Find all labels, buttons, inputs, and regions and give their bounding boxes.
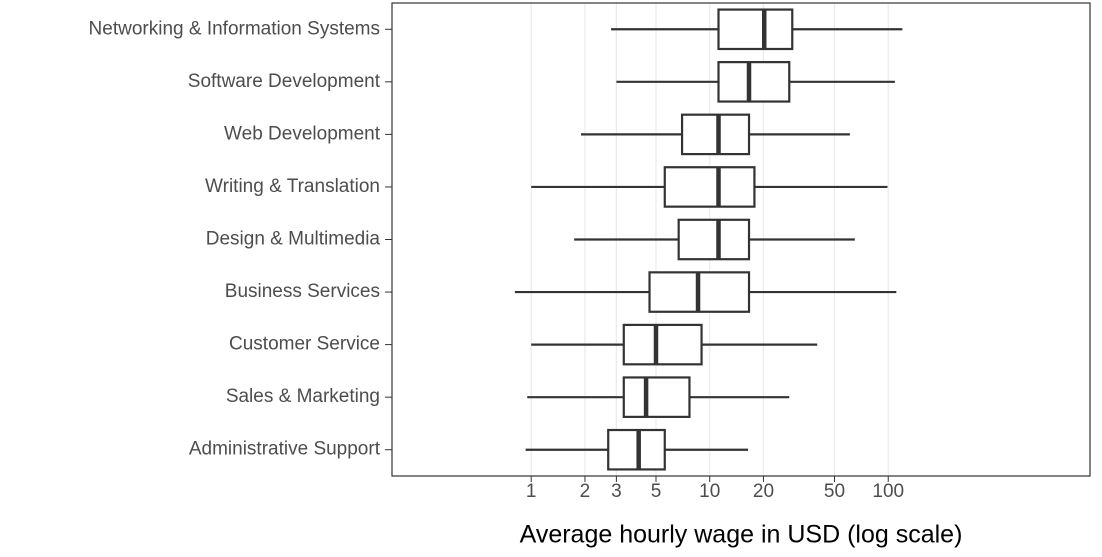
y-tick-label: Sales & Marketing bbox=[226, 386, 380, 407]
x-axis-label: Average hourly wage in USD (log scale) bbox=[520, 521, 963, 549]
box bbox=[677, 218, 751, 261]
x-tick-label: 100 bbox=[872, 481, 904, 502]
box bbox=[622, 323, 703, 366]
y-tick-label: Administrative Support bbox=[189, 439, 381, 460]
y-tick-label: Business Services bbox=[225, 281, 380, 302]
x-tick-label: 2 bbox=[580, 481, 591, 502]
y-tick-label: Software Development bbox=[188, 71, 381, 92]
x-tick-label: 5 bbox=[651, 481, 662, 502]
box bbox=[663, 166, 756, 208]
box bbox=[717, 61, 791, 103]
y-tick-label: Networking & Information Systems bbox=[89, 18, 380, 39]
x-tick-label: 10 bbox=[699, 481, 720, 502]
y-tick-label: Writing & Translation bbox=[205, 176, 380, 197]
x-tick-label: 50 bbox=[824, 481, 845, 502]
x-tick-label: 3 bbox=[611, 481, 622, 502]
box bbox=[717, 8, 794, 51]
box bbox=[622, 376, 691, 418]
box bbox=[680, 113, 751, 156]
x-tick-label: 1 bbox=[526, 481, 537, 502]
y-tick-label: Web Development bbox=[224, 123, 381, 144]
x-tick-label: 20 bbox=[753, 481, 774, 502]
y-tick-label: Customer Service bbox=[229, 334, 380, 355]
y-tick-label: Design & Multimedia bbox=[206, 229, 381, 250]
panel-border bbox=[391, 2, 1091, 477]
